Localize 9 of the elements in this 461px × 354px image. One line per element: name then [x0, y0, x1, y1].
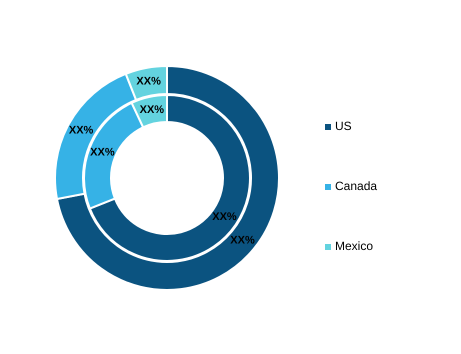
legend-label: Canada — [335, 179, 378, 194]
data-label: XX% — [212, 210, 237, 223]
data-label: XX% — [136, 76, 162, 88]
data-label: XX% — [140, 104, 164, 116]
legend-label: US — [335, 119, 352, 134]
data-label: XX% — [68, 124, 94, 137]
legend-label: Mexico — [335, 239, 374, 254]
data-label: XX% — [230, 234, 255, 246]
data-label: XX% — [90, 146, 115, 158]
